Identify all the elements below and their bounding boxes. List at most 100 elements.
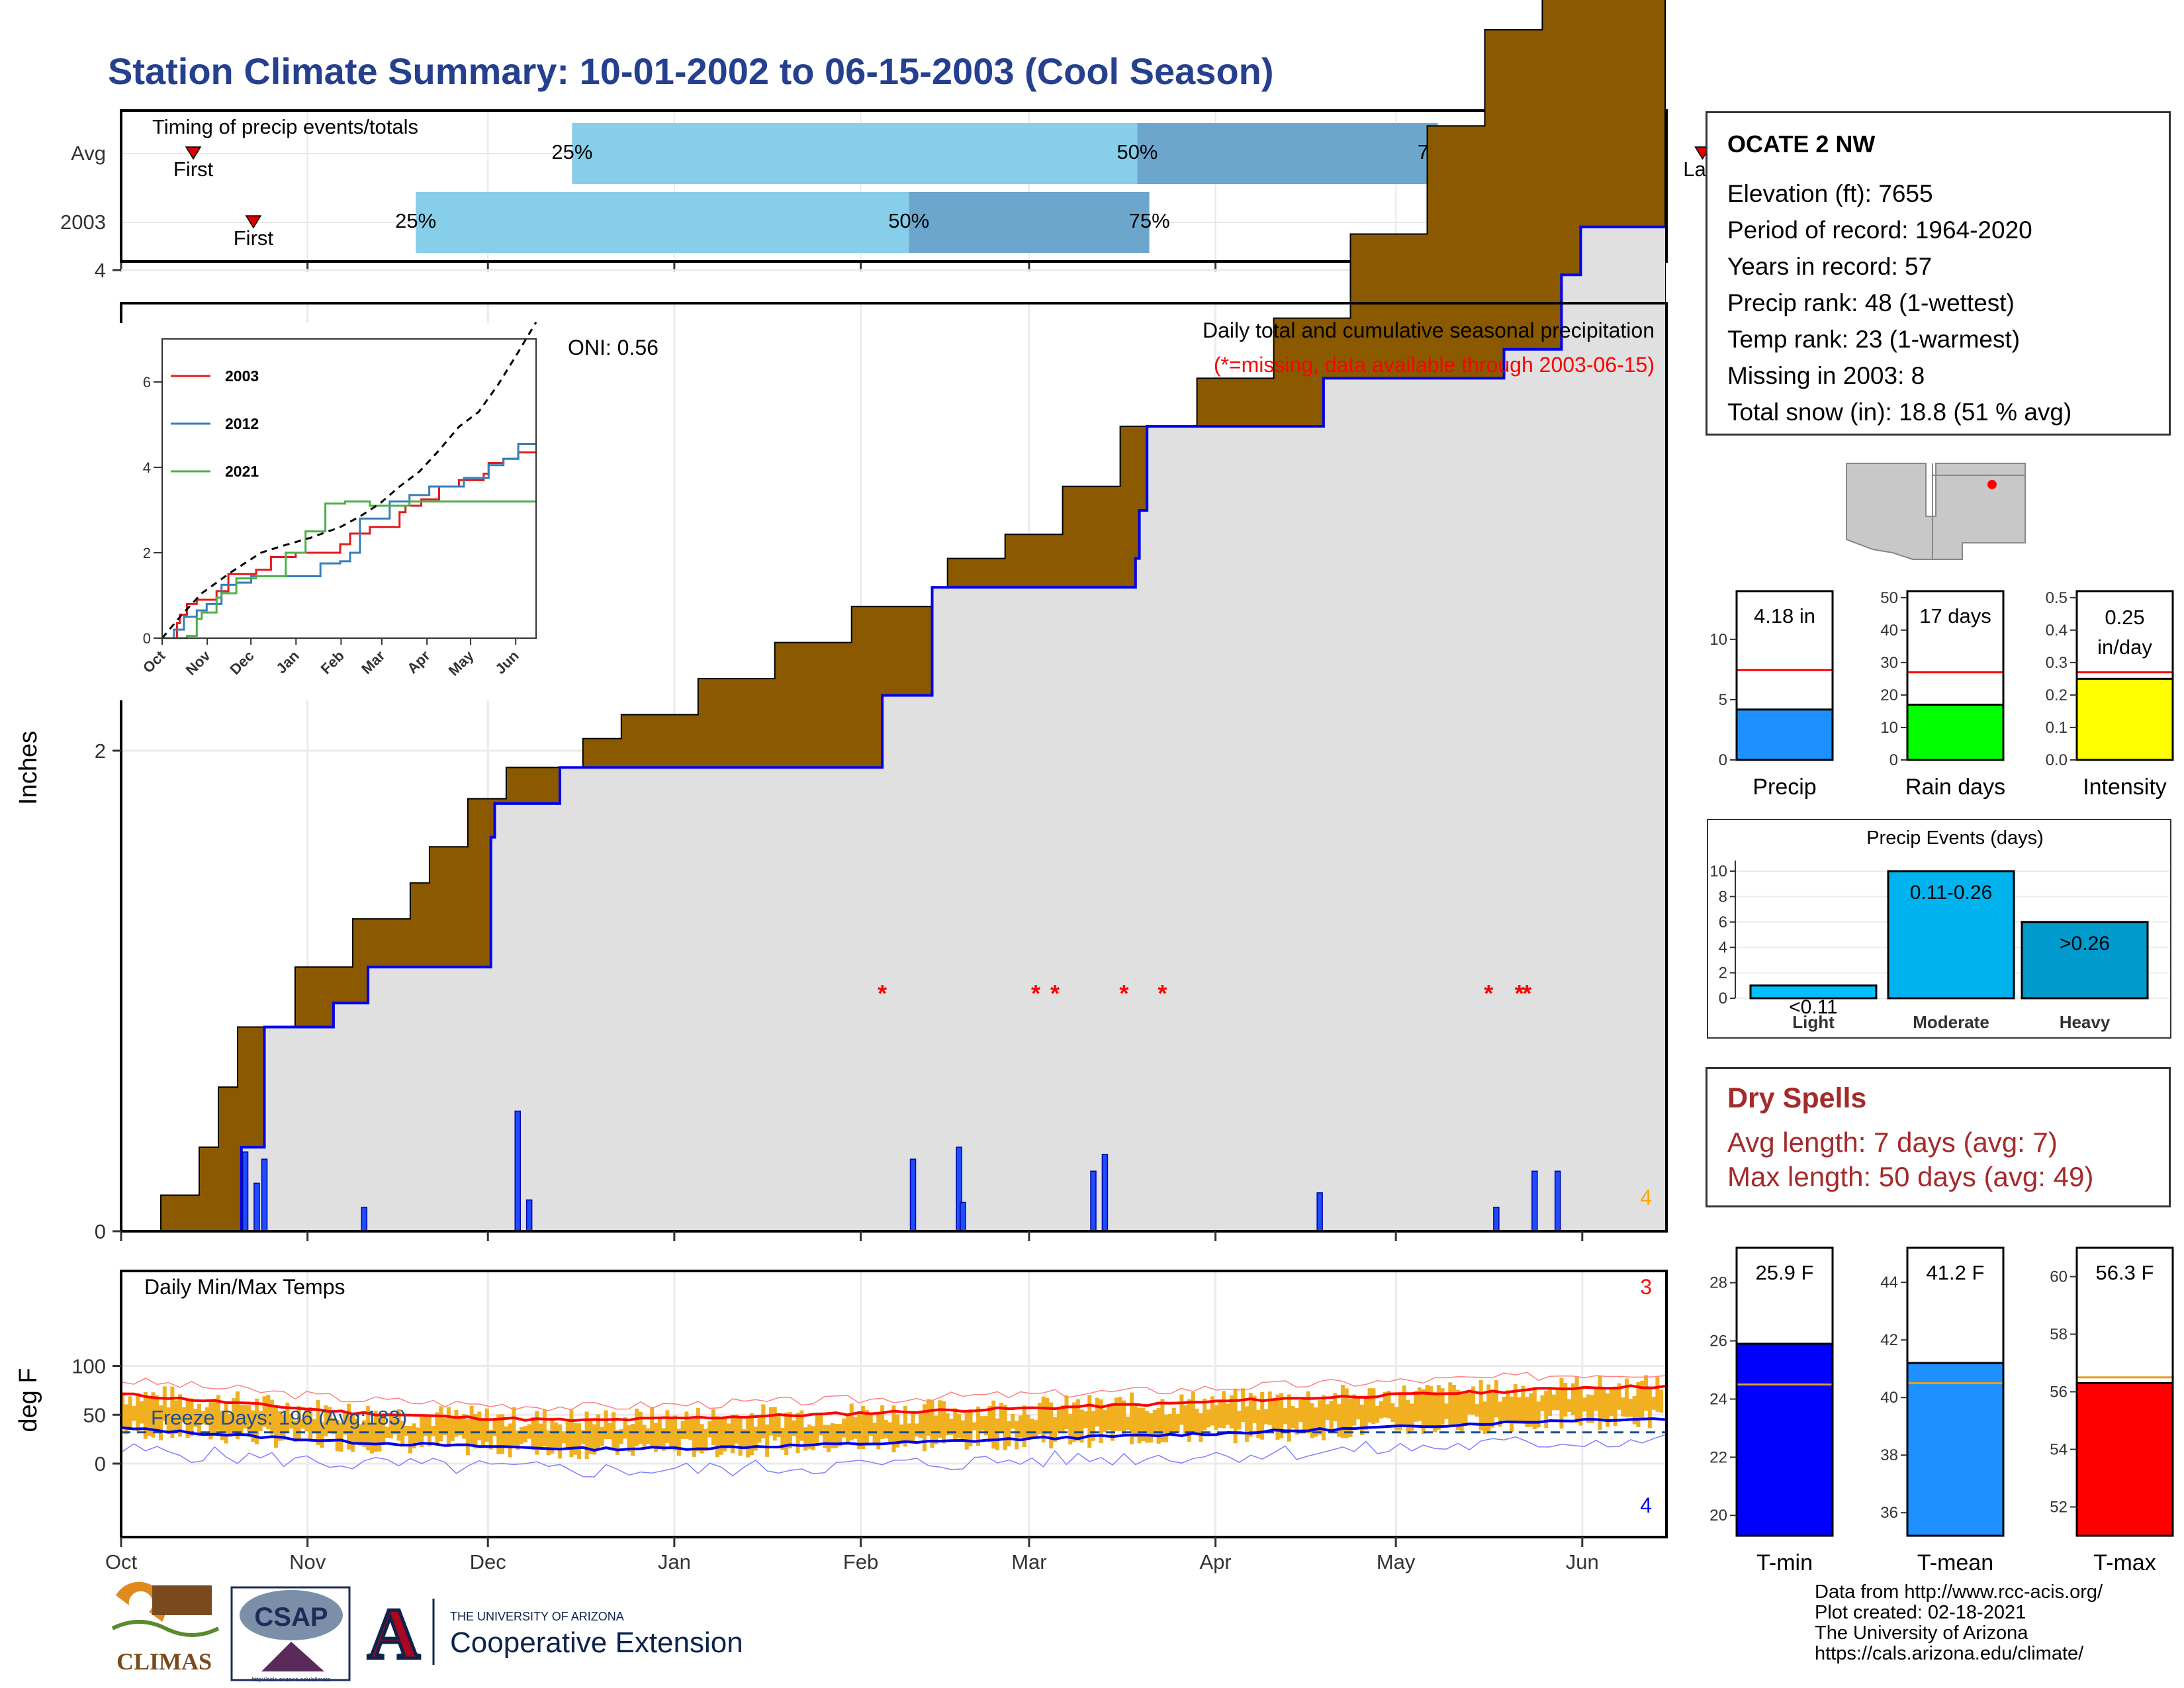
daily-temp-bar <box>1444 1403 1449 1419</box>
daily-temp-bar <box>991 1400 996 1449</box>
daily-temp-bar <box>1302 1396 1306 1430</box>
timing-p50-label: 50% <box>1116 140 1158 164</box>
daily-temp-bar <box>938 1400 942 1438</box>
missing-markers: * * * * * * ** <box>878 980 1531 1007</box>
precip-event-bar-label: <0.11 <box>1789 996 1838 1018</box>
daily-temp-bar <box>730 1415 735 1454</box>
daily-temp-bar <box>1244 1406 1249 1442</box>
dry-spells-title: Dry Spells <box>1727 1082 1867 1114</box>
daily-temp-bar <box>1015 1421 1019 1450</box>
daily-temp-bar <box>1241 1388 1246 1423</box>
daily-temp-bar <box>1064 1395 1069 1429</box>
daily-temp-bar <box>1486 1384 1491 1434</box>
station-info-box: OCATE 2 NW Elevation (ft): 7655 Period o… <box>1706 111 2171 436</box>
precip-y-tick-label: 0 <box>95 1220 106 1243</box>
daily-temp-bar <box>385 1427 390 1438</box>
daily-precip-bar <box>909 1158 917 1232</box>
daily-temp-bar <box>143 1391 148 1439</box>
daily-temp-bar <box>569 1410 574 1458</box>
station-missing: Missing in 2003: 8 <box>1727 362 1925 389</box>
timing-p25-label: 25% <box>395 209 436 232</box>
footer-credits: Data from http://www.rcc-acis.org/ Plot … <box>1815 1582 2103 1664</box>
daily-temp-bar <box>531 1417 535 1450</box>
events-y-tick-label: 10 <box>1709 863 1727 880</box>
freeze-days-label: Freeze Days: 196 (Avg:183) <box>151 1406 407 1429</box>
daily-temp-bar <box>627 1425 631 1452</box>
mini-chart-bar <box>1735 1342 1834 1537</box>
daily-temp-bar <box>251 1410 255 1442</box>
daily-temp-bar <box>281 1414 286 1440</box>
daily-temp-bar <box>316 1399 320 1446</box>
daily-temp-bar <box>665 1410 670 1443</box>
temp-count-high: 3 <box>1640 1275 1652 1299</box>
daily-temp-bar <box>1494 1380 1498 1418</box>
daily-temp-bar <box>1356 1398 1361 1420</box>
csap-mountain-icon <box>261 1642 324 1671</box>
missing-day-marker: * <box>1050 980 1060 1007</box>
temp-y-tick-label: 50 <box>83 1403 106 1427</box>
daily-temp-bar <box>396 1409 401 1441</box>
daily-temp-bar <box>1011 1413 1015 1429</box>
mini-chart-value-label: 4.18 in <box>1754 604 1815 628</box>
daily-temp-bar <box>239 1405 244 1436</box>
daily-temp-bar <box>136 1393 140 1432</box>
mini-chart-y-tick-label: 30 <box>1880 654 1898 672</box>
daily-temp-bar <box>362 1420 367 1447</box>
mini-chart-y-tick-label: 10 <box>1709 631 1727 649</box>
first-event-label: First <box>234 226 274 250</box>
first-event-marker <box>185 146 202 160</box>
temp-panel: 100 50 0 deg F Daily Min/Max Temps Freeze … <box>15 1231 1668 1573</box>
footer-university: The University of Arizona <box>1815 1622 2028 1644</box>
station-precip-rank: Precip rank: 48 (1-wettest) <box>1727 289 2015 316</box>
daily-temp-bar <box>1248 1393 1253 1437</box>
csap-logo-text: CSAP <box>254 1603 328 1632</box>
daily-temp-bar <box>1606 1393 1610 1427</box>
daily-temp-bar <box>1425 1385 1430 1426</box>
daily-temp-bar <box>842 1418 846 1438</box>
daily-temp-bar <box>1214 1405 1218 1430</box>
record-max-line <box>122 1372 1666 1411</box>
daily-temp-bar <box>1647 1388 1652 1429</box>
daily-temp-bar <box>158 1405 163 1440</box>
daily-temp-bar <box>1072 1402 1077 1442</box>
month-tick-label: Dec <box>470 1550 506 1573</box>
precip-caption: Daily total and cumulative seasonal prec… <box>1203 318 1655 342</box>
daily-temp-bar <box>1091 1411 1096 1441</box>
daily-temp-bar <box>907 1423 911 1443</box>
daily-temp-bar <box>715 1416 719 1458</box>
daily-temp-bar <box>957 1414 962 1438</box>
timing-p50-label: 50% <box>888 209 929 232</box>
daily-temp-bar <box>1103 1409 1107 1432</box>
inset-y-tick-label: 4 <box>143 459 151 476</box>
missing-day-marker: * <box>1484 980 1493 1007</box>
daily-temp-bar <box>1111 1404 1115 1441</box>
daily-temp-bar <box>968 1409 973 1446</box>
daily-temp-bar <box>1475 1404 1479 1417</box>
daily-temp-bar <box>289 1413 294 1429</box>
daily-temp-bar <box>1429 1386 1433 1428</box>
average-max-line <box>122 1384 1666 1423</box>
daily-temp-bar <box>1321 1395 1326 1440</box>
daily-temp-bar <box>1041 1396 1046 1443</box>
daily-temp-bar <box>799 1410 804 1441</box>
missing-day-marker: * <box>1031 980 1040 1007</box>
daily-temp-bar <box>1563 1383 1568 1417</box>
dry-spells-max: Max length: 50 days (avg: 49) <box>1727 1161 2094 1192</box>
daily-temp-bar <box>155 1395 159 1431</box>
precip-events-title: Precip Events (days) <box>1866 827 2044 849</box>
daily-temp-bar <box>293 1420 297 1442</box>
daily-temp-bar <box>235 1391 240 1439</box>
daily-temp-bar <box>443 1417 447 1436</box>
daily-temp-bar <box>412 1423 416 1449</box>
daily-temp-bar <box>147 1396 152 1436</box>
mini-chart-y-tick-label: 22 <box>1709 1448 1727 1466</box>
daily-temp-bar <box>1525 1397 1529 1427</box>
daily-temp-bar <box>976 1406 981 1446</box>
daily-temp-bar <box>1318 1400 1322 1435</box>
inset-legend-label: 2021 <box>225 463 259 480</box>
